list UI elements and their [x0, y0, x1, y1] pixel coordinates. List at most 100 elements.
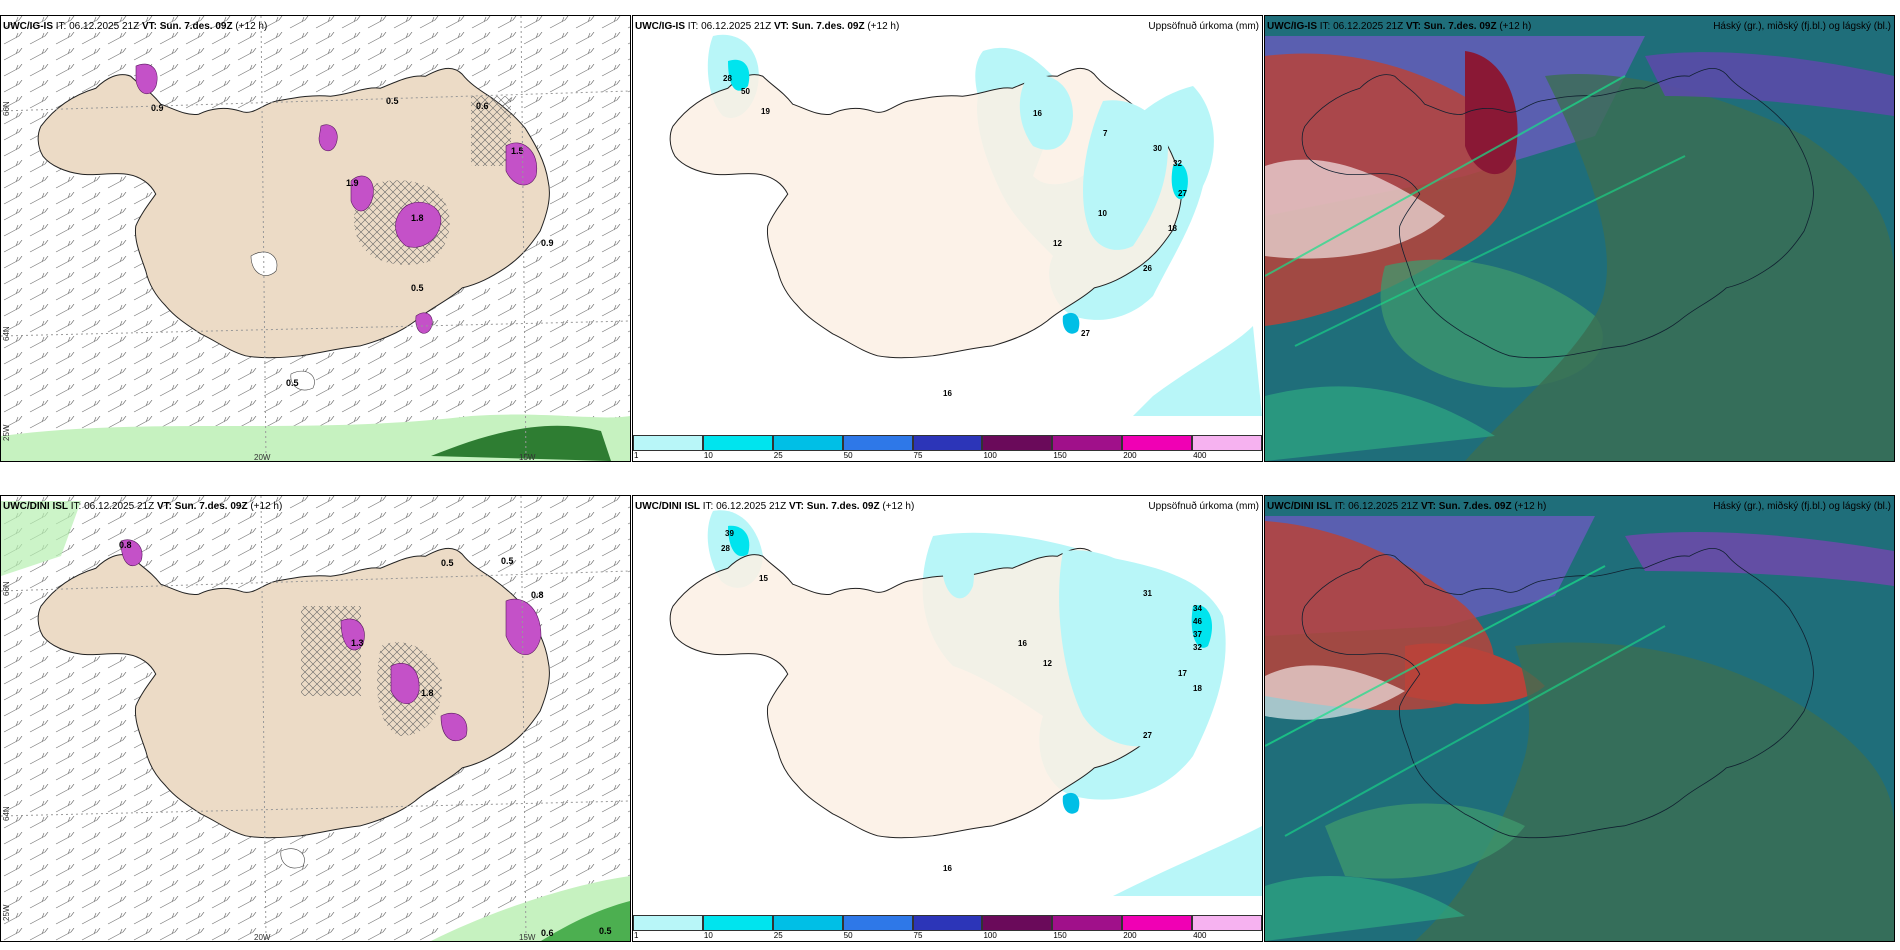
- panel-title: Uppsöfnuð úrkoma (mm): [1148, 501, 1259, 512]
- svg-text:15: 15: [759, 574, 768, 583]
- lon-label: 20W: [254, 453, 271, 462]
- svg-text:7: 7: [1103, 129, 1108, 138]
- svg-text:32: 32: [1173, 159, 1182, 168]
- svg-text:12: 12: [1043, 659, 1052, 668]
- panel-precip-dini: UWC/DINI ISL IT: 06.12.2025 21Z VT: Sun.…: [632, 495, 1263, 942]
- weather-map: 0.9 0.5 0.6 1.5 1.9 1.8 0.5 0.9 0.5: [1, 16, 630, 461]
- colorbar-tick: 10: [703, 931, 713, 940]
- lon-label: 20W: [254, 933, 271, 942]
- colorbar-tick: 50: [843, 931, 853, 940]
- colorbar-tick: 100: [983, 451, 997, 460]
- svg-text:27: 27: [1178, 189, 1187, 198]
- weather-map: 0.8 0.5 0.5 0.8 1.8 1.3 0.6 0.5: [1, 496, 630, 941]
- svg-text:18: 18: [1168, 224, 1177, 233]
- lat-label: 66N: [2, 581, 11, 596]
- colorbar-tick: 25: [773, 931, 783, 940]
- colorbar-segment: [842, 915, 913, 931]
- svg-text:16: 16: [943, 864, 952, 873]
- colorbar-segment: [633, 915, 703, 931]
- svg-text:27: 27: [1143, 731, 1152, 740]
- svg-text:17: 17: [1178, 669, 1187, 678]
- svg-text:16: 16: [1018, 639, 1027, 648]
- colorbar-segment: [772, 915, 843, 931]
- svg-text:0.8: 0.8: [119, 540, 132, 550]
- svg-text:0.9: 0.9: [151, 103, 164, 113]
- colorbar-segment: [912, 435, 983, 451]
- colorbar-segment: [1192, 435, 1262, 451]
- colorbar-tick: 1: [634, 931, 639, 940]
- panel-header: UWC/IG-IS IT: 06.12.2025 21Z VT: Sun. 7.…: [635, 21, 900, 32]
- colorbar-tick: 150: [1053, 931, 1067, 940]
- colorbar-tick: 10: [703, 451, 713, 460]
- colorbar-segment: [702, 435, 773, 451]
- cloud-map: [1265, 16, 1894, 461]
- colorbar-tick: 75: [913, 931, 923, 940]
- svg-text:1.9: 1.9: [346, 178, 359, 188]
- svg-text:0.5: 0.5: [599, 926, 612, 936]
- cloud-map: [1265, 496, 1894, 941]
- colorbar-segment: [982, 915, 1053, 931]
- svg-text:19: 19: [761, 107, 770, 116]
- svg-text:16: 16: [1033, 109, 1042, 118]
- svg-text:30: 30: [1153, 144, 1162, 153]
- panel-header: UWC/DINI ISL IT: 06.12.2025 21Z VT: Sun.…: [1267, 501, 1547, 512]
- panel-weather-dini: UWC/DINI ISL IT: 06.12.2025 21Z VT: Sun.…: [0, 495, 631, 942]
- svg-text:37: 37: [1193, 630, 1202, 639]
- lat-label: 64N: [2, 326, 11, 341]
- lat-label: 64N: [2, 806, 11, 821]
- svg-text:0.5: 0.5: [286, 378, 299, 388]
- panel-header: UWC/IG-IS IT: 06.12.2025 21Z VT: Sun. 7.…: [3, 21, 268, 32]
- svg-text:26: 26: [1143, 264, 1152, 273]
- svg-text:16: 16: [943, 389, 952, 398]
- panel-weather-ig: UWC/IG-IS IT: 06.12.2025 21Z VT: Sun. 7.…: [0, 15, 631, 462]
- svg-text:0.5: 0.5: [411, 283, 424, 293]
- svg-text:1.5: 1.5: [511, 146, 524, 156]
- colorbar-segment: [982, 435, 1053, 451]
- precip-map: 39 28 15 34 46 37 32 17 18 31 12 16 16 27: [669, 510, 1262, 896]
- svg-text:0.6: 0.6: [541, 928, 554, 938]
- lon-label: 15W: [519, 453, 536, 462]
- colorbar-tick: 1: [634, 451, 639, 460]
- colorbar-segment: [912, 915, 983, 931]
- svg-text:28: 28: [721, 544, 730, 553]
- svg-text:46: 46: [1193, 617, 1202, 626]
- svg-text:39: 39: [725, 529, 734, 538]
- colorbar-tick: 150: [1053, 451, 1067, 460]
- colorbar-tick: 400: [1193, 931, 1207, 940]
- panel-title: Háský (gr.), miðský (fj.bl.) og lágský (…: [1713, 501, 1891, 512]
- precip-colorbar: 1 10 25 50 75 100 150 200 400: [633, 913, 1262, 941]
- lon-label: 25W: [2, 904, 11, 921]
- colorbar-tick: 400: [1193, 451, 1207, 460]
- svg-text:28: 28: [723, 74, 732, 83]
- colorbar-tick: 100: [983, 931, 997, 940]
- precip-map: 28 50 19 16 7 30 32 27 18 26 12 10 16 27: [669, 34, 1262, 416]
- svg-text:0.9: 0.9: [541, 238, 554, 248]
- colorbar-tick: 25: [773, 451, 783, 460]
- svg-text:34: 34: [1193, 604, 1202, 613]
- panel-header: UWC/IG-IS IT: 06.12.2025 21Z VT: Sun. 7.…: [1267, 21, 1532, 32]
- panel-cloud-ig: UWC/IG-IS IT: 06.12.2025 21Z VT: Sun. 7.…: [1264, 15, 1895, 462]
- colorbar-segment: [1122, 435, 1193, 451]
- svg-text:18: 18: [1193, 684, 1202, 693]
- svg-text:0.5: 0.5: [386, 96, 399, 106]
- colorbar-tick: 200: [1123, 451, 1137, 460]
- panel-cloud-dini: UWC/DINI ISL IT: 06.12.2025 21Z VT: Sun.…: [1264, 495, 1895, 942]
- colorbar-segment: [1122, 915, 1193, 931]
- panel-title: Uppsöfnuð úrkoma (mm): [1148, 21, 1259, 32]
- colorbar-segment: [1052, 435, 1123, 451]
- svg-text:31: 31: [1143, 589, 1152, 598]
- precip-colorbar: 1 10 25 50 75 100 150 200 400: [633, 433, 1262, 461]
- colorbar-tick: 50: [843, 451, 853, 460]
- svg-text:27: 27: [1081, 329, 1090, 338]
- panel-header: UWC/DINI ISL IT: 06.12.2025 21Z VT: Sun.…: [3, 501, 283, 512]
- colorbar-segment: [842, 435, 913, 451]
- lon-label: 15W: [519, 933, 536, 942]
- colorbar-tick: 75: [913, 451, 923, 460]
- lat-label: 66N: [2, 101, 11, 116]
- svg-text:50: 50: [741, 87, 750, 96]
- svg-text:0.5: 0.5: [441, 558, 454, 568]
- colorbar-segment: [1192, 915, 1262, 931]
- svg-text:0.6: 0.6: [476, 101, 489, 111]
- colorbar-segment: [1052, 915, 1123, 931]
- svg-text:1.8: 1.8: [421, 688, 434, 698]
